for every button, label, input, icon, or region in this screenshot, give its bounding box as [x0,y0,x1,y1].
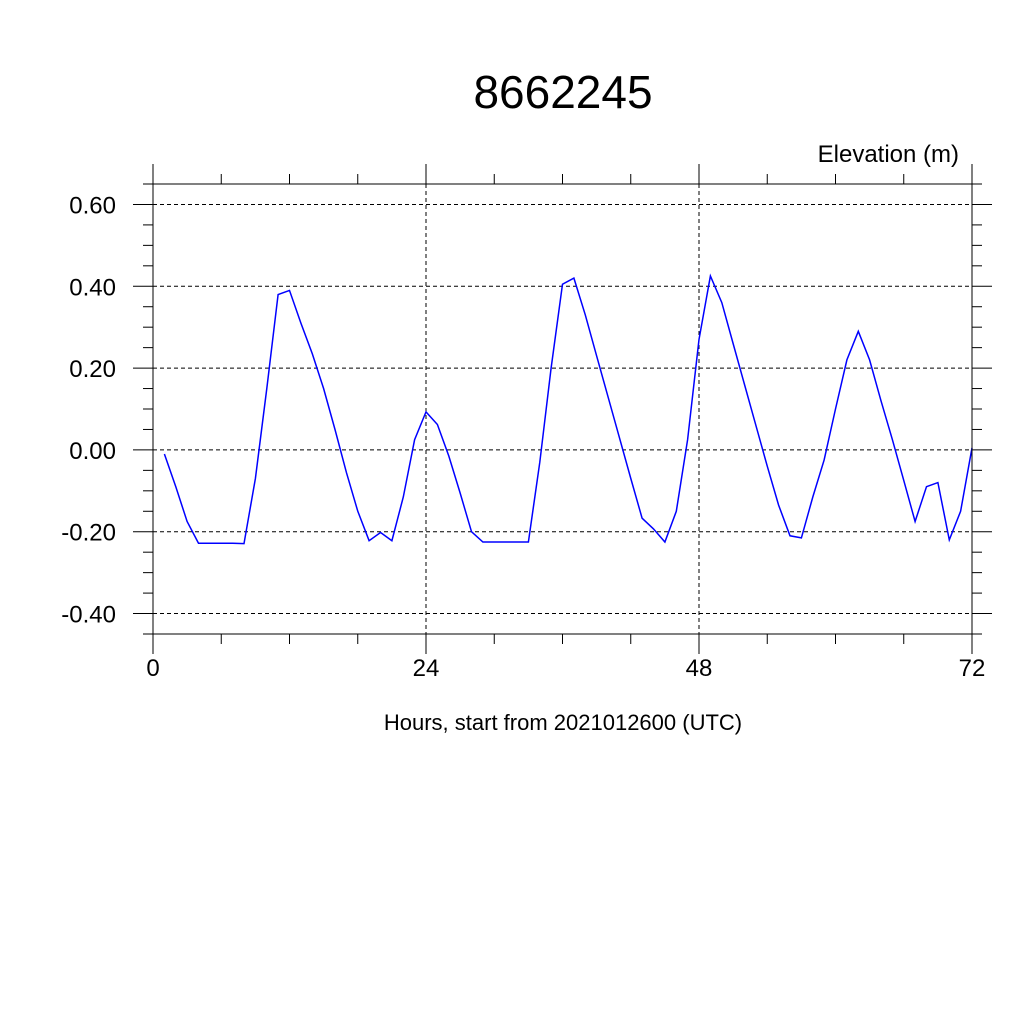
x-tick-label: 24 [413,655,440,682]
y-tick-label: 0.20 [69,356,116,383]
grid [152,184,973,634]
y-tick-label: -0.20 [61,520,116,547]
x-tick-label: 72 [959,655,986,682]
y-tick-label: 0.60 [69,192,116,219]
y-tick-label: 0.40 [69,274,116,301]
minor-ticks [143,174,982,644]
elevation-series-line [163,273,973,545]
y-axis-units-label: Elevation (m) [818,141,959,168]
major-ticks [133,164,992,654]
plot-frame [152,183,973,635]
plot-border [152,183,973,635]
x-tick-label: 48 [686,655,713,682]
series [163,273,973,545]
x-tick-label: 0 [146,655,159,682]
chart-title: 8662245 [473,66,652,118]
tick-labels: -0.40 -0.20 0.00 0.20 0.40 0.60 0 24 48 72 [61,192,985,682]
y-tick-label: 0.00 [69,438,116,465]
x-axis-label: Hours, start from 2021012600 (UTC) [384,710,742,735]
y-tick-label: -0.40 [61,602,116,629]
